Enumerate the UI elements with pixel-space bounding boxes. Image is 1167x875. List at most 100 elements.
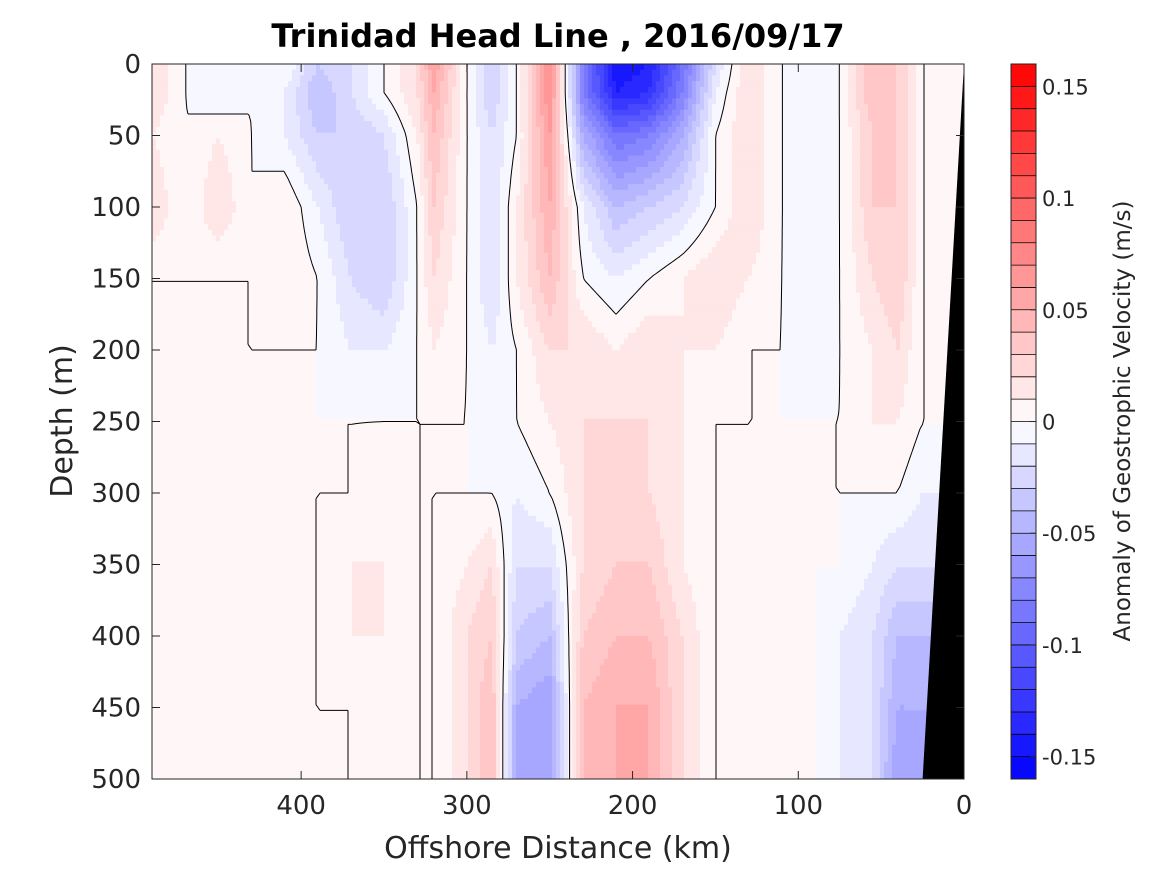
heatmap-cell — [272, 70, 277, 76]
heatmap-cell — [620, 81, 625, 87]
heatmap-cell — [872, 104, 877, 110]
heatmap-cell — [152, 81, 157, 87]
heatmap-cell — [636, 98, 641, 104]
heatmap-cell — [412, 121, 417, 127]
heatmap-cell — [908, 115, 913, 121]
heatmap-cell — [416, 115, 421, 121]
heatmap-cell — [648, 75, 653, 81]
heatmap-cell — [684, 87, 689, 93]
heatmap-cell — [696, 93, 701, 99]
heatmap-cell — [236, 121, 241, 127]
heatmap-cell — [868, 115, 873, 121]
heatmap-cell — [292, 93, 297, 99]
heatmap-cell — [280, 104, 285, 110]
heatmap-cell — [832, 115, 837, 121]
heatmap-cell — [544, 87, 549, 93]
heatmap-cell — [812, 64, 817, 70]
heatmap-cell — [168, 115, 173, 121]
heatmap-cell — [212, 98, 217, 104]
heatmap-cell — [656, 133, 661, 139]
heatmap-cell — [664, 75, 669, 81]
heatmap-cell — [436, 64, 441, 70]
heatmap-cell — [280, 75, 285, 81]
heatmap-cell — [700, 104, 705, 110]
heatmap-cell — [792, 104, 797, 110]
heatmap-cell — [772, 70, 777, 76]
heatmap-cell — [924, 70, 929, 76]
heatmap-cell — [604, 81, 609, 87]
heatmap-cell — [548, 110, 553, 116]
heatmap-cell — [612, 93, 617, 99]
heatmap-cell — [708, 133, 713, 139]
heatmap-cell — [276, 133, 281, 139]
heatmap-cell — [472, 64, 477, 70]
heatmap-cell — [180, 64, 185, 70]
heatmap-cell — [940, 81, 945, 87]
heatmap-cell — [952, 110, 957, 116]
heatmap-cell — [240, 110, 245, 116]
heatmap-cell — [932, 110, 937, 116]
heatmap-cell — [232, 127, 237, 133]
heatmap-cell — [924, 75, 929, 81]
heatmap-cell — [444, 110, 449, 116]
heatmap-cell — [216, 104, 221, 110]
heatmap-cell — [360, 98, 365, 104]
heatmap-cell — [744, 110, 749, 116]
heatmap-cell — [328, 121, 333, 127]
heatmap-cell — [648, 93, 653, 99]
heatmap-cell — [408, 133, 413, 139]
heatmap-cell — [580, 115, 585, 121]
heatmap-cell — [768, 64, 773, 70]
heatmap-cell — [596, 110, 601, 116]
heatmap-cell — [928, 98, 933, 104]
heatmap-cell — [320, 98, 325, 104]
heatmap-cell — [600, 133, 605, 139]
heatmap-cell — [292, 104, 297, 110]
heatmap-cell — [320, 133, 325, 139]
heatmap-cell — [624, 93, 629, 99]
heatmap-cell — [876, 70, 881, 76]
heatmap-cell — [548, 70, 553, 76]
heatmap-cell — [332, 87, 337, 93]
heatmap-cell — [656, 87, 661, 93]
heatmap-cell — [312, 87, 317, 93]
heatmap-cell — [784, 64, 789, 70]
heatmap-cell — [364, 75, 369, 81]
heatmap-cell — [568, 87, 573, 93]
heatmap-cell — [524, 93, 529, 99]
heatmap-cell — [572, 104, 577, 110]
heatmap-cell — [452, 110, 457, 116]
heatmap-cell — [572, 127, 577, 133]
heatmap-cell — [452, 70, 457, 76]
heatmap-cell — [320, 104, 325, 110]
heatmap-cell — [480, 110, 485, 116]
heatmap-cell — [328, 70, 333, 76]
heatmap-cell — [344, 121, 349, 127]
heatmap-cell — [600, 70, 605, 76]
heatmap-cell — [700, 98, 705, 104]
heatmap-cell — [560, 115, 565, 121]
heatmap-cell — [196, 70, 201, 76]
heatmap-cell — [580, 121, 585, 127]
heatmap-cell — [320, 110, 325, 116]
heatmap-cell — [652, 87, 657, 93]
heatmap-cell — [792, 70, 797, 76]
heatmap-cell — [456, 127, 461, 133]
heatmap-cell — [356, 87, 361, 93]
heatmap-cell — [808, 121, 813, 127]
heatmap-cell — [820, 110, 825, 116]
heatmap-cell — [700, 121, 705, 127]
heatmap-cell — [244, 70, 249, 76]
heatmap-cell — [884, 127, 889, 133]
heatmap-cell — [576, 104, 581, 110]
heatmap-cell — [808, 87, 813, 93]
heatmap-cell — [696, 64, 701, 70]
heatmap-cell — [820, 104, 825, 110]
heatmap-cell — [504, 93, 509, 99]
heatmap-cell — [172, 75, 177, 81]
heatmap-cell — [576, 127, 581, 133]
heatmap-cell — [936, 93, 941, 99]
heatmap-cell — [896, 75, 901, 81]
heatmap-cell — [568, 93, 573, 99]
heatmap-cell — [568, 121, 573, 127]
